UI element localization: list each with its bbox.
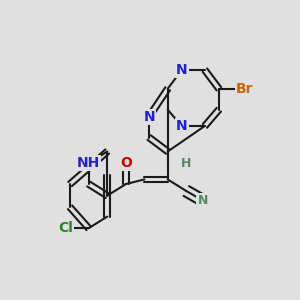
Text: NH: NH: [77, 156, 100, 170]
Text: N: N: [176, 119, 188, 133]
Text: N: N: [176, 63, 188, 77]
Text: Cl: Cl: [58, 221, 73, 235]
Text: H: H: [181, 157, 191, 169]
Text: Br: Br: [236, 82, 253, 96]
Text: N: N: [197, 194, 208, 207]
Text: N: N: [143, 110, 155, 124]
Text: O: O: [120, 156, 132, 170]
